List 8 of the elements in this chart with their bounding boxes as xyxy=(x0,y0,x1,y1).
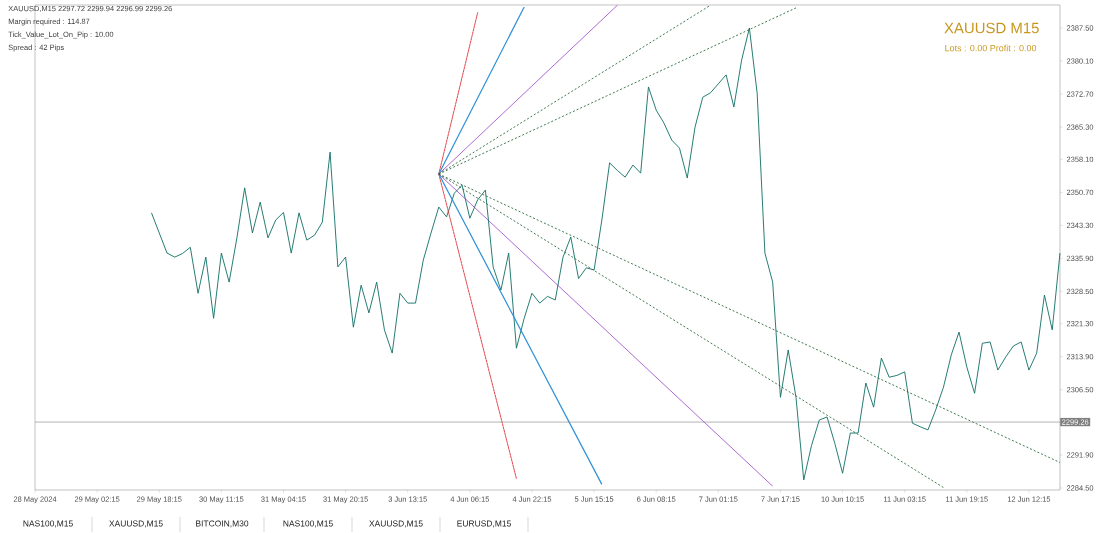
text: XAUUSD,M15 xyxy=(109,520,163,528)
text: XAUUSD M15 xyxy=(944,22,1039,34)
text: BITCOIN,M30 xyxy=(196,520,249,528)
text: Lots : 0.00 Profit : 0.00 xyxy=(945,44,1037,52)
text: EURUSD,M15 xyxy=(457,520,511,528)
text: XAUUSD,M15 xyxy=(369,520,423,528)
text: NAS100,M15 xyxy=(283,520,333,528)
text: NAS100,M15 xyxy=(23,520,73,528)
